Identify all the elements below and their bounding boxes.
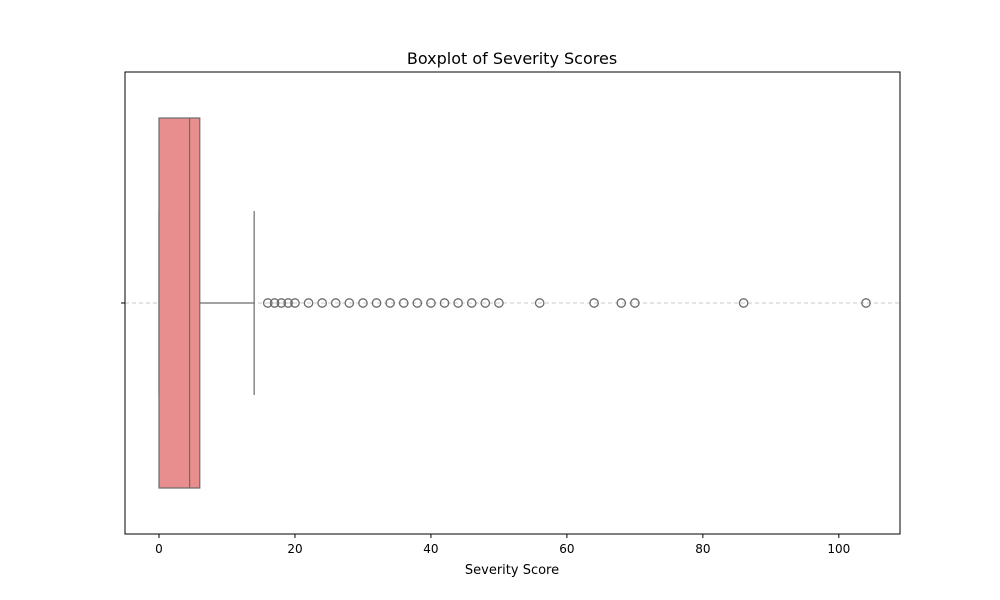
outlier-point <box>494 298 504 308</box>
outlier-point <box>534 298 545 308</box>
outlier-point <box>283 298 294 308</box>
outlier-point <box>630 298 640 308</box>
outlier-point <box>439 298 450 308</box>
outlier-point <box>466 298 477 308</box>
outlier-point <box>861 298 871 308</box>
outlier-point <box>269 298 280 308</box>
outlier-point <box>371 298 382 308</box>
plot-area <box>125 117 900 489</box>
outlier-point <box>589 298 599 308</box>
outlier-point <box>317 298 327 308</box>
outlier-point <box>385 298 395 308</box>
outlier-point <box>480 298 491 308</box>
outlier-point <box>303 298 314 308</box>
outlier-point <box>290 298 300 308</box>
outlier-point <box>453 298 463 308</box>
outlier-point <box>330 298 341 308</box>
chart-title: Boxplot of Severity Scores <box>407 49 617 68</box>
outlier-point <box>344 298 355 308</box>
x-tick-label: 80 <box>695 542 710 556</box>
x-tick-label: 20 <box>287 542 302 556</box>
x-tick-label: 100 <box>827 542 850 556</box>
outlier-point <box>426 298 436 308</box>
x-tick-label: 0 <box>155 542 163 556</box>
outlier-point <box>262 298 273 308</box>
x-tick-label: 40 <box>423 542 438 556</box>
x-tick-label: 60 <box>559 542 574 556</box>
outlier-point <box>412 298 423 308</box>
outlier-point <box>398 298 409 308</box>
outlier-point <box>738 298 749 308</box>
outlier-point <box>358 298 368 308</box>
outlier-point <box>276 298 287 308</box>
x-axis: 0 20 40 60 80 100 <box>121 302 850 556</box>
iqr-box <box>158 117 201 489</box>
outlier-point <box>616 298 627 308</box>
x-axis-label: Severity Score <box>465 563 559 578</box>
